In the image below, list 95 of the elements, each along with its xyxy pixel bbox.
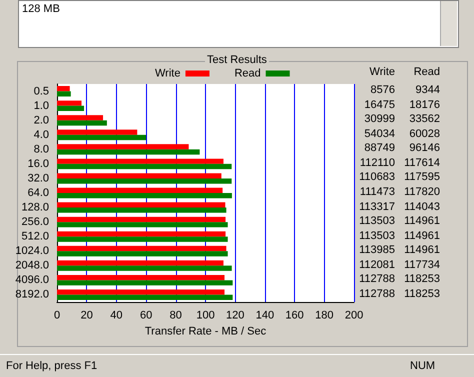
y-tick-label: 4.0	[34, 128, 49, 141]
bar	[57, 164, 232, 170]
text: 128 MB	[22, 3, 60, 15]
y-tick-label: 2048.0	[15, 260, 49, 272]
text: 54034	[363, 128, 395, 140]
text: For Help, press F1	[6, 360, 98, 372]
bar	[57, 86, 70, 92]
text: 16475	[363, 98, 395, 111]
text: 117820	[404, 186, 440, 198]
bar	[57, 280, 233, 286]
x-tick-label: 200	[344, 310, 364, 322]
x-tick-label: 100	[196, 310, 215, 322]
x-tick-label: 40	[110, 310, 123, 322]
text: 117614	[404, 156, 440, 169]
x-tick-label: 140	[256, 310, 274, 322]
bar	[57, 193, 232, 198]
bar	[57, 91, 71, 96]
text: 117734	[404, 258, 440, 271]
bar	[57, 106, 84, 112]
y-tick-label: 16.0	[28, 158, 49, 170]
y-tick-label: 4096.0	[15, 274, 49, 286]
y-tick-label: 2.0	[34, 114, 49, 126]
text: 113503	[358, 215, 395, 228]
y-tick-label: 64.0	[28, 187, 49, 199]
bar	[57, 231, 226, 237]
bar	[57, 251, 228, 256]
x-tick-label: 20	[80, 310, 93, 322]
bar	[57, 202, 226, 208]
x-axis-title: Transfer Rate - MB / Sec	[144, 325, 267, 338]
text: 112788	[358, 288, 395, 300]
bar	[57, 294, 233, 300]
text: NUM	[410, 360, 436, 372]
text: 113317	[358, 200, 395, 213]
text: 9344	[416, 84, 440, 96]
y-tick-label: 8.0	[34, 143, 49, 156]
text: 60028	[409, 128, 440, 140]
text: 88749	[363, 142, 395, 154]
bar	[57, 274, 225, 280]
bar	[57, 266, 232, 271]
legend-label: Read	[234, 68, 261, 80]
text: 117595	[404, 171, 440, 184]
text: 113503	[358, 230, 395, 242]
bar	[57, 188, 223, 193]
text: 8576	[370, 84, 395, 96]
bar	[57, 149, 200, 155]
x-tick-label: 180	[315, 310, 334, 322]
bar	[57, 158, 224, 164]
text: 33562	[409, 113, 440, 126]
bar	[57, 246, 226, 252]
bar	[57, 290, 225, 295]
bar	[57, 236, 228, 242]
bar	[57, 208, 226, 213]
text: 18176	[409, 98, 440, 111]
bar	[57, 130, 138, 135]
y-tick-label: 128.0	[21, 202, 49, 214]
y-tick-label: 0.5	[34, 85, 49, 98]
bar	[57, 134, 146, 140]
text: 118253	[404, 288, 440, 300]
y-tick-label: 1024.0	[15, 245, 49, 258]
x-tick-label: 120	[226, 310, 244, 322]
text: Write	[368, 66, 395, 78]
bar	[57, 216, 226, 222]
x-tick-label: 160	[285, 310, 304, 322]
text: 111473	[358, 186, 395, 198]
y-tick-label: 512.0	[21, 230, 49, 243]
y-tick-label: 256.0	[21, 216, 49, 228]
y-tick-label: 1.0	[34, 100, 49, 112]
bar	[57, 144, 189, 150]
text: 96146	[409, 142, 440, 154]
bar	[57, 115, 104, 120]
x-tick-label: 60	[140, 310, 152, 322]
text: 110683	[358, 171, 395, 184]
text: 114961	[404, 215, 440, 228]
text: 114961	[404, 244, 440, 256]
bar	[57, 173, 222, 178]
text: 112788	[358, 273, 395, 286]
bar	[57, 260, 224, 266]
text: 112081	[358, 258, 395, 271]
y-tick-label: 8192.0	[15, 288, 49, 301]
y-tick-label: 32.0	[28, 172, 49, 184]
x-tick-label: 0	[54, 310, 60, 322]
text: 30999	[363, 113, 395, 126]
text: 112110	[358, 156, 395, 169]
bar	[57, 178, 232, 184]
text: 118253	[404, 273, 440, 286]
text: 114961	[404, 230, 440, 242]
bar	[57, 120, 107, 126]
chart-title: Test Results	[205, 54, 269, 66]
legend-label: Write	[154, 68, 180, 80]
x-tick-label: 80	[170, 310, 182, 322]
bar	[57, 222, 228, 228]
text: Read	[414, 66, 440, 78]
text: 114043	[404, 200, 440, 213]
text: 113985	[358, 244, 395, 256]
bar	[57, 100, 82, 106]
